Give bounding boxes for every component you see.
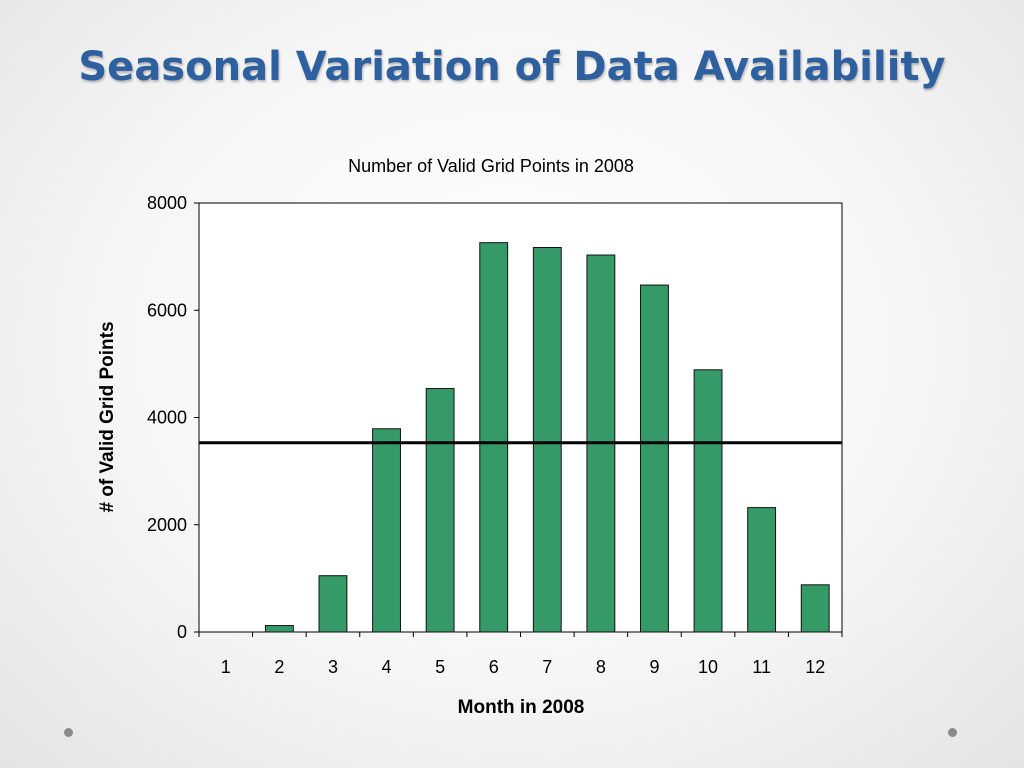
plot-area-frame [198,202,843,633]
y-axis: 0 2000 4000 6000 8000 [147,193,199,642]
y-tick-label: 0 [177,622,187,642]
x-tick-label: 9 [649,657,659,677]
bar-month-7 [532,247,562,633]
decorative-dot-left [64,728,73,737]
bar-month-12 [800,584,830,633]
x-tick-label: 1 [221,657,231,677]
slide-title: Seasonal Variation of Data Availability [78,44,946,90]
x-tick-label: 3 [328,657,338,677]
y-tick-label: 4000 [147,408,187,428]
x-tick-label: 2 [274,657,284,677]
y-tick-label: 8000 [147,193,187,213]
x-tick-label: 12 [805,657,825,677]
x-axis: 1 2 3 4 5 6 7 8 9 10 11 12 [198,632,843,677]
bar-month-3 [318,575,348,633]
x-tick-label: 4 [382,657,392,677]
bar-month-9 [640,284,669,633]
x-tick-label: 6 [489,657,499,677]
x-tick-label: 10 [698,657,718,677]
bar-month-6 [479,242,509,633]
bar-month-11 [747,507,777,633]
chart-title: Number of Valid Grid Points in 2008 [348,156,634,176]
x-tick-label: 8 [596,657,606,677]
x-tick-label: 7 [542,657,552,677]
bar-month-2 [264,625,294,633]
y-axis-label: # of Valid Grid Points [97,321,118,512]
x-axis-label: Month in 2008 [458,697,585,718]
bar-month-5 [425,388,455,633]
y-tick-label: 2000 [147,515,187,535]
x-tick-label: 11 [752,657,771,677]
bar-month-10 [693,369,723,633]
x-tick-label: 5 [435,657,445,677]
decorative-dot-right [948,728,957,737]
y-tick-label: 6000 [147,300,187,320]
bar-month-4 [372,428,401,633]
